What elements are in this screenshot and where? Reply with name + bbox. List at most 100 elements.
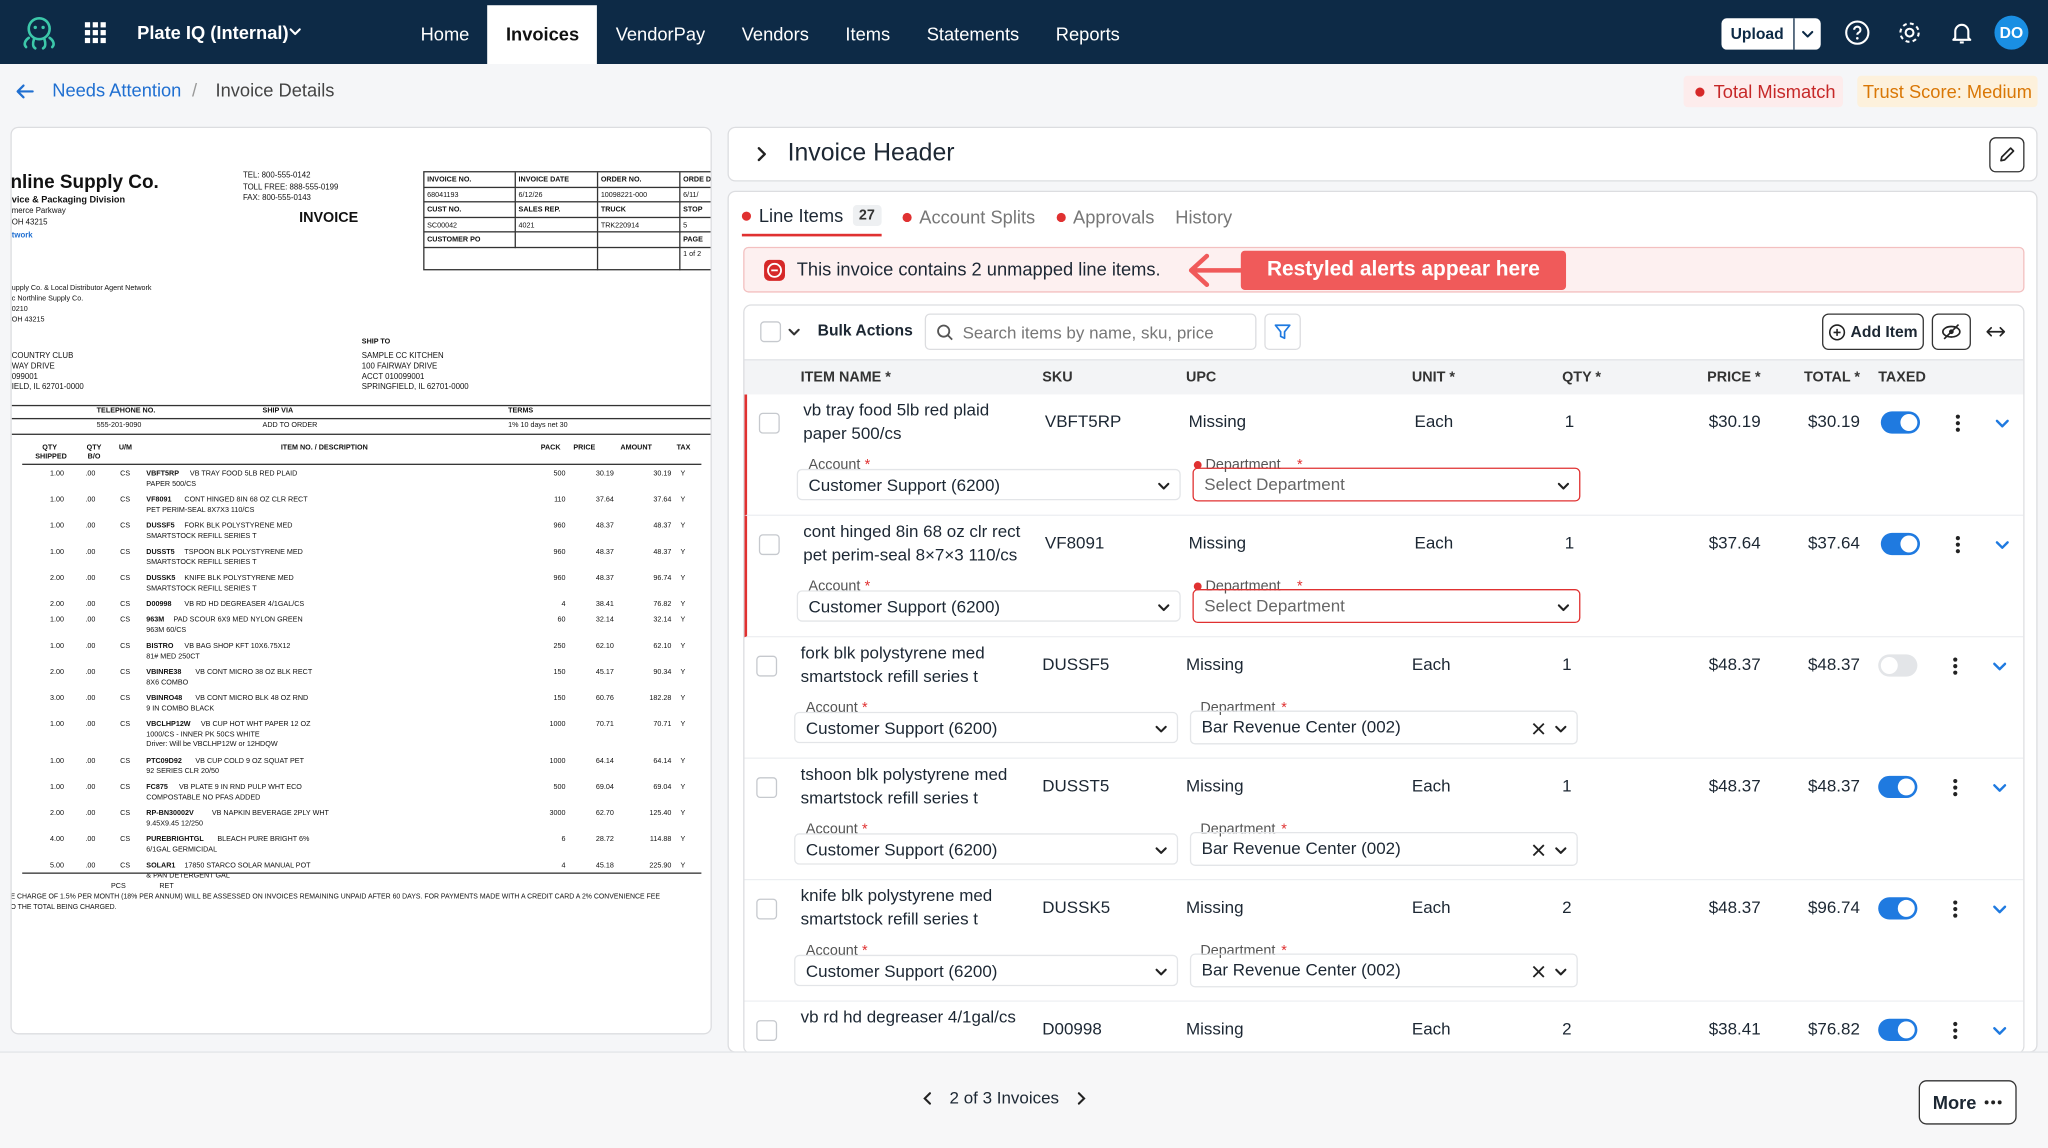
- section-tab[interactable]: Approvals: [1056, 197, 1154, 236]
- taxed-toggle[interactable]: [1878, 654, 1918, 677]
- avatar[interactable]: DO: [1994, 15, 2029, 50]
- next-invoice[interactable]: [1075, 1090, 1088, 1106]
- nav-tab[interactable]: Reports: [1055, 23, 1120, 45]
- select-field[interactable]: Bar Revenue Center (002): [1189, 831, 1578, 866]
- nav-tab[interactable]: Home: [420, 23, 470, 45]
- row-menu[interactable]: [1951, 411, 1964, 435]
- taxed-toggle[interactable]: [1878, 897, 1918, 920]
- select-value: Customer Support (6200): [808, 475, 1001, 496]
- select-field[interactable]: Select Department: [1192, 589, 1581, 624]
- upload-button[interactable]: Upload: [1721, 18, 1821, 50]
- row-menu[interactable]: [1949, 1019, 1962, 1043]
- help-icon[interactable]: [1844, 20, 1870, 46]
- bulk-chevron[interactable]: [786, 324, 802, 340]
- row-expand[interactable]: [1993, 414, 2011, 432]
- item-pack: 4: [561, 862, 566, 870]
- column-header: TAXED: [1878, 369, 1926, 386]
- checkbox[interactable]: [756, 898, 778, 920]
- item-tax: Y: [680, 668, 686, 677]
- prev-invoice[interactable]: [921, 1090, 934, 1106]
- item-desc: VB CONT MICRO BLK 48 OZ RND: [195, 694, 309, 703]
- select-field[interactable]: Customer Support (6200): [796, 590, 1181, 622]
- select-field[interactable]: Customer Support (6200): [794, 711, 1179, 744]
- item-name: knife blk polystyrene med smartstock ref…: [800, 885, 993, 929]
- row-menu[interactable]: [1949, 897, 1962, 921]
- checkbox[interactable]: [756, 655, 778, 677]
- item-qty: 2.00: [49, 600, 64, 609]
- item-name: fork blk polystyrene med smartstock refi…: [800, 642, 985, 686]
- item-pack: 250: [553, 642, 566, 651]
- taxed-toggle[interactable]: [1878, 1018, 1918, 1041]
- checkbox[interactable]: [758, 534, 780, 556]
- expand-width-button[interactable]: [1985, 321, 2006, 342]
- select-field[interactable]: Bar Revenue Center (002): [1189, 953, 1578, 988]
- row-expand[interactable]: [1991, 1021, 2009, 1039]
- item-code: PTC09D92: [146, 757, 182, 766]
- rule: [22, 463, 702, 465]
- checkbox[interactable]: [756, 1020, 778, 1041]
- edit-button[interactable]: [1989, 137, 2025, 173]
- item-bo: .00: [85, 616, 96, 625]
- item-price: 70.71: [595, 720, 614, 729]
- filter-button[interactable]: [1264, 313, 1301, 351]
- item-price: 62.70: [595, 809, 614, 818]
- nav-tab[interactable]: Statements: [926, 23, 1020, 45]
- section-tab[interactable]: Account Splits: [902, 197, 1035, 236]
- select-value: Bar Revenue Center (002): [1201, 838, 1401, 859]
- item-bo: .00: [85, 470, 96, 479]
- row-menu[interactable]: [1949, 776, 1962, 800]
- item-header: PACK: [540, 444, 561, 452]
- item-total: $48.37: [1807, 654, 1860, 674]
- nav-tab[interactable]: Invoices: [487, 5, 598, 64]
- taxed-toggle[interactable]: [1878, 775, 1918, 799]
- invoice-header-card[interactable]: Invoice Header: [727, 126, 2038, 182]
- account-label: Account: [805, 943, 858, 959]
- checkbox[interactable]: [756, 777, 778, 799]
- bulk-actions[interactable]: Bulk Actions: [817, 321, 913, 340]
- nav-tab[interactable]: VendorPay: [615, 23, 706, 45]
- select-field[interactable]: Customer Support (6200): [796, 468, 1181, 501]
- nav-tab[interactable]: Items: [845, 23, 891, 45]
- row-expand[interactable]: [1991, 778, 2009, 796]
- item-unit: Each: [1414, 532, 1454, 553]
- more-button[interactable]: More: [1918, 1080, 2017, 1125]
- taxed-toggle[interactable]: [1880, 532, 1920, 556]
- row-menu[interactable]: [1951, 533, 1964, 557]
- icon-part: [1953, 657, 1958, 662]
- hide-columns-button[interactable]: [1931, 313, 1971, 351]
- item-sku: D00998: [1042, 1018, 1102, 1039]
- item-amount: 125.40: [649, 809, 672, 818]
- taxed-toggle[interactable]: [1880, 411, 1920, 434]
- item-tax: Y: [680, 835, 686, 844]
- nav-tab[interactable]: Vendors: [741, 23, 809, 45]
- row-menu[interactable]: [1949, 654, 1962, 678]
- section-tab[interactable]: History: [1175, 197, 1232, 236]
- clear-icon[interactable]: [1532, 844, 1545, 857]
- select-field[interactable]: Customer Support (6200): [794, 954, 1179, 987]
- checkbox[interactable]: [758, 412, 780, 434]
- select-field[interactable]: Select Department: [1192, 467, 1581, 502]
- settings-icon[interactable]: [1896, 20, 1922, 46]
- notifications-icon[interactable]: [1949, 20, 1975, 46]
- meta-value: 1 of 2: [683, 250, 702, 259]
- select-field[interactable]: Bar Revenue Center (002): [1189, 710, 1578, 745]
- row-expand[interactable]: [1993, 536, 2011, 554]
- breadcrumb-parent[interactable]: Needs Attention: [52, 79, 182, 101]
- logo[interactable]: [18, 12, 60, 54]
- search-box[interactable]: Search items by name, sku, price: [924, 313, 1257, 351]
- error-dot: [1193, 582, 1202, 591]
- app-name[interactable]: Plate IQ (Internal): [137, 22, 289, 44]
- apps-menu[interactable]: [84, 21, 108, 45]
- section-tab[interactable]: Line Items 27: [741, 197, 882, 237]
- add-item-button[interactable]: Add Item: [1822, 313, 1924, 351]
- clear-icon[interactable]: [1532, 722, 1545, 735]
- back-arrow[interactable]: [14, 81, 35, 102]
- row-expand[interactable]: [1991, 900, 2009, 918]
- item-qty: 1.00: [49, 616, 64, 625]
- clear-icon[interactable]: [1532, 965, 1545, 978]
- item-total: $96.74: [1807, 897, 1860, 917]
- row-expand[interactable]: [1991, 657, 2009, 675]
- select-field[interactable]: Customer Support (6200): [794, 833, 1179, 865]
- checkbox[interactable]: [760, 321, 782, 343]
- meta-label: CUSTOMER PO: [424, 232, 516, 248]
